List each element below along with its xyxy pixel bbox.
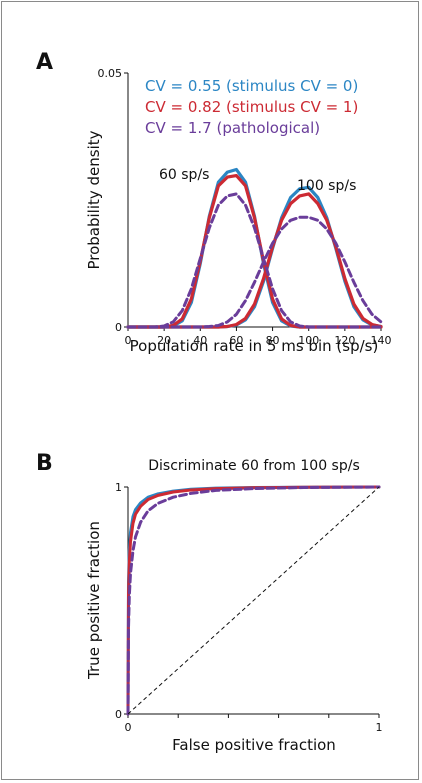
roc-title: Discriminate 60 from 100 sp/s	[148, 458, 360, 474]
panel-b-chart: Discriminate 60 from 100 sp/s 0 1 0 1 False p…	[85, 458, 383, 754]
density-curve-6	[126, 215, 383, 329]
x-axis-label: Population rate in 5 ms bin (sp/s)	[130, 337, 379, 355]
panel-a-chart: 0 20 40 60 80 100 120 140 0 0.05 Population rate i…	[85, 67, 392, 355]
roc-curve-3	[126, 485, 381, 716]
annotation-100: 100 sp/s	[297, 178, 356, 194]
y-axis-label: True positive fraction	[85, 521, 103, 680]
x-tick-label: 20	[157, 334, 171, 347]
annotation-60: 60 sp/s	[159, 167, 209, 183]
y-tick-label: 0	[115, 708, 122, 721]
x-axis-label: False positive fraction	[172, 736, 336, 754]
panel-a-letter: A	[36, 50, 53, 75]
x-tick-label: 60	[229, 334, 243, 347]
chance-diagonal	[127, 486, 380, 715]
y-axis-label: Probability density	[85, 130, 103, 269]
y-tick-label: 0.05	[98, 67, 123, 80]
x-tick-label: 0	[125, 721, 132, 734]
x-tick-label: 1	[376, 721, 383, 734]
x-tick-label: 140	[371, 334, 392, 347]
density-curve-5	[126, 192, 383, 329]
x-tick-label: 120	[334, 334, 355, 347]
x-tick-label: 80	[266, 334, 280, 347]
legend-entry: CV = 0.82 (stimulus CV = 1)	[145, 98, 358, 116]
legend-entry: CV = 0.55 (stimulus CV = 0)	[145, 77, 358, 95]
legend-entry: CV = 1.7 (pathological)	[145, 119, 320, 137]
x-tick-label: 100	[298, 334, 319, 347]
x-tick-label: 40	[193, 334, 207, 347]
density-curve-4	[126, 192, 383, 329]
y-tick-label: 1	[115, 481, 122, 494]
y-tick-label: 0	[115, 321, 122, 334]
panel-b-letter: B	[36, 451, 53, 476]
x-tick-label: 0	[125, 334, 132, 347]
